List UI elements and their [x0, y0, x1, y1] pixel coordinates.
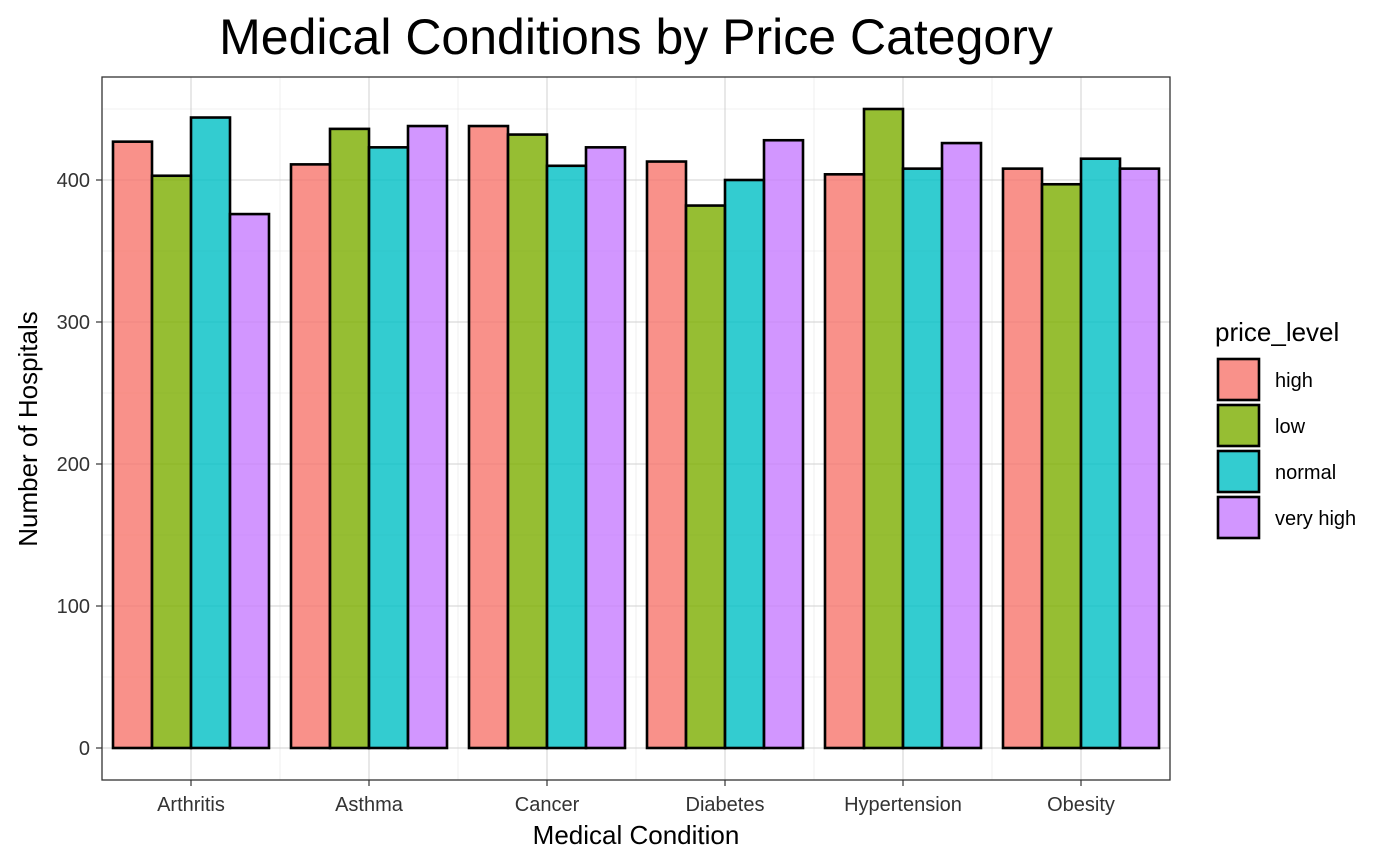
- x-tick-label: Cancer: [515, 794, 580, 816]
- bar-asthma-very-high: [406, 124, 449, 750]
- legend-label: normal: [1275, 462, 1336, 484]
- bar-arthritis-very-high: [228, 212, 271, 750]
- y-tick-label: 200: [57, 454, 90, 476]
- bar-diabetes-normal: [723, 178, 766, 750]
- bar-asthma-high: [289, 163, 332, 750]
- bar-cancer-low: [506, 133, 549, 750]
- bar-hypertension-very-high: [940, 141, 983, 750]
- bar-cancer-high: [467, 124, 510, 750]
- bar-hypertension-low: [862, 107, 905, 750]
- y-tick-label: 0: [79, 738, 90, 760]
- x-tick-label: Hypertension: [844, 794, 962, 816]
- y-tick-label: 100: [57, 596, 90, 618]
- bar-cancer-normal: [545, 164, 588, 750]
- bar-arthritis-normal: [189, 116, 232, 750]
- x-tick-label: Arthritis: [157, 794, 225, 816]
- bar-diabetes-very-high: [762, 138, 805, 750]
- bar-arthritis-high: [111, 140, 154, 750]
- legend-key-high: [1216, 357, 1261, 402]
- bar-obesity-very-high: [1118, 167, 1161, 750]
- bar-cancer-very-high: [584, 146, 627, 750]
- bar-hypertension-high: [823, 173, 866, 750]
- x-axis: Arthritis Asthma Cancer Diabetes Hypertensio…: [157, 780, 1115, 816]
- bar-obesity-high: [1001, 167, 1044, 750]
- y-tick-label: 300: [57, 312, 90, 334]
- bar-diabetes-high: [645, 160, 688, 750]
- x-tick-label: Diabetes: [686, 794, 765, 816]
- x-axis-title: Medical Condition: [533, 820, 740, 850]
- y-tick-label: 400: [57, 170, 90, 192]
- plot-border: [101, 76, 1171, 781]
- x-tick-label: Asthma: [335, 794, 404, 816]
- x-tick-label: Obesity: [1047, 794, 1115, 816]
- bar-asthma-low: [328, 127, 371, 750]
- legend-title: price_level: [1215, 317, 1339, 347]
- legend-label: high: [1275, 370, 1313, 392]
- legend-label: very high: [1275, 508, 1356, 530]
- bar-diabetes-low: [684, 204, 727, 750]
- bar-asthma-normal: [367, 146, 410, 750]
- panel-border: [101, 76, 1171, 781]
- bars: [111, 107, 1161, 750]
- legend-key-very-high: [1216, 495, 1261, 540]
- bar-obesity-low: [1040, 182, 1083, 750]
- y-axis-title: Number of Hospitals: [13, 311, 43, 547]
- chart-title: Medical Conditions by Price Category: [219, 9, 1053, 65]
- bar-hypertension-normal: [901, 167, 944, 750]
- legend-key-low: [1216, 403, 1261, 448]
- legend-label: low: [1275, 416, 1306, 438]
- legend: price_level high low normal very high: [1215, 317, 1356, 540]
- y-axis: 0 100 200 300 400: [57, 170, 102, 760]
- bar-obesity-normal: [1079, 157, 1122, 750]
- legend-key-normal: [1216, 449, 1261, 494]
- bar-arthritis-low: [150, 174, 193, 750]
